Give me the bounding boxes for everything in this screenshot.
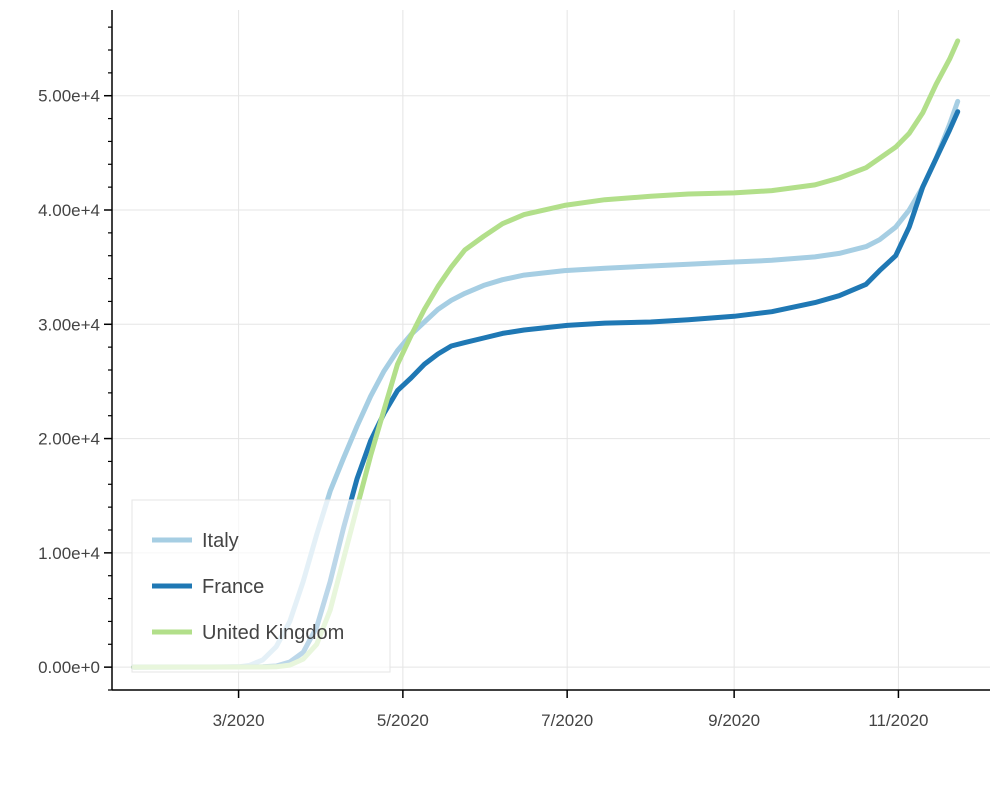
- legend-label-1: France: [202, 576, 264, 598]
- y-tick-label: 1.00e+4: [38, 544, 100, 563]
- y-tick-label: 3.00e+4: [38, 315, 100, 334]
- y-tick-label: 5.00e+4: [38, 87, 100, 106]
- legend-label-0: Italy: [202, 530, 239, 552]
- x-tick-label: 9/2020: [708, 711, 760, 730]
- x-tick-label: 7/2020: [541, 711, 593, 730]
- y-tick-label: 4.00e+4: [38, 201, 100, 220]
- x-tick-label: 11/2020: [868, 711, 928, 730]
- y-tick-label: 2.00e+4: [38, 430, 100, 449]
- legend-label-2: United Kingdom: [202, 622, 344, 644]
- y-tick-label: 0.00e+0: [38, 658, 100, 677]
- legend: Italy France United Kingdom: [131, 499, 391, 673]
- axes: 0.00e+0 1.00e+4 2.00e+4 3.00e+4 4.00e+4 5.00e…: [38, 10, 990, 730]
- x-tick-label: 3/2020: [213, 711, 265, 730]
- x-tick-label: 5/2020: [377, 711, 429, 730]
